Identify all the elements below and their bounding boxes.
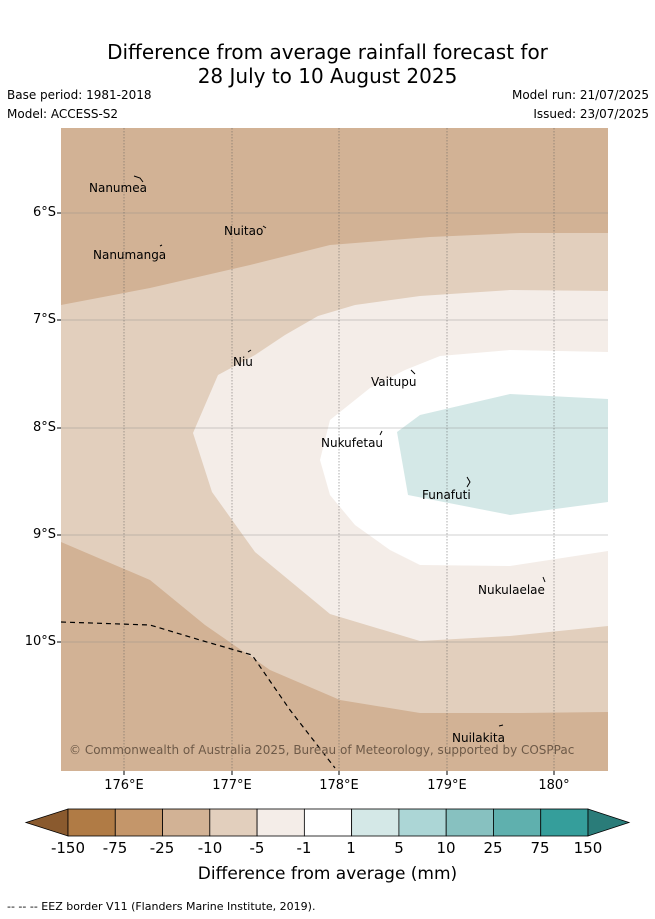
model-run-label: Model run: 21/07/2025 bbox=[511, 88, 649, 102]
title-line-2: 28 July to 10 August 2025 bbox=[197, 64, 458, 88]
title-line-1: Difference from average rainfall forecas… bbox=[107, 40, 548, 64]
colorbar-swatch bbox=[67, 808, 116, 837]
lat-label-6s: 6°S bbox=[32, 205, 56, 220]
colorbar-tick: 5 bbox=[394, 839, 404, 857]
place-label: Funafuti bbox=[422, 488, 471, 502]
lat-label-7s: 7°S bbox=[32, 312, 56, 327]
colorbar-tick: -10 bbox=[197, 839, 223, 857]
lat-label-9s: 9°S bbox=[32, 527, 56, 542]
model-label: Model: ACCESS-S2 bbox=[7, 107, 119, 121]
colorbar-tick: -5 bbox=[249, 839, 265, 857]
colorbar-swatch bbox=[209, 808, 258, 837]
colorbar-tick: 25 bbox=[483, 839, 503, 857]
colorbar-swatch bbox=[398, 808, 447, 837]
gridlines bbox=[61, 128, 608, 771]
colorbar-swatch bbox=[351, 808, 400, 837]
colorbar-tick: 1 bbox=[346, 839, 356, 857]
place-label: Nanumanga bbox=[93, 248, 166, 262]
colorbar-tick: 75 bbox=[530, 839, 550, 857]
eez-border bbox=[61, 621, 336, 769]
lon-label-180: 180° bbox=[538, 778, 570, 793]
colorbar-swatch bbox=[162, 808, 211, 837]
base-period-label: Base period: 1981-2018 bbox=[7, 88, 152, 102]
colorbar-tick: 10 bbox=[436, 839, 456, 857]
colorbar-swatch bbox=[493, 808, 542, 837]
lat-label-10s: 10°S bbox=[24, 634, 56, 649]
place-label: Nukufetau bbox=[321, 436, 383, 450]
chart-title: Difference from average rainfall forecas… bbox=[0, 40, 655, 88]
place-label: Vaitupu bbox=[371, 375, 417, 389]
colorbar-tick: 150 bbox=[573, 839, 603, 857]
colorbar-swatch bbox=[540, 808, 589, 837]
place-label: Nuilakita bbox=[452, 731, 505, 745]
lon-label-179e: 179°E bbox=[427, 778, 467, 793]
place-label: Niu bbox=[233, 355, 253, 369]
issued-label: Issued: 23/07/2025 bbox=[533, 107, 649, 121]
colorbar bbox=[24, 808, 631, 837]
colorbar-tick: -25 bbox=[149, 839, 175, 857]
colorbar-swatch bbox=[256, 808, 305, 837]
colorbar-swatch bbox=[114, 808, 163, 837]
colorbar-extend-high bbox=[587, 808, 631, 837]
lat-label-8s: 8°S bbox=[32, 420, 56, 435]
copyright-notice: © Commonwealth of Australia 2025, Bureau… bbox=[69, 743, 574, 757]
place-label: Nanumea bbox=[89, 181, 147, 195]
lon-label-178e: 178°E bbox=[319, 778, 359, 793]
colorbar-tick: -1 bbox=[296, 839, 312, 857]
lon-label-177e: 177°E bbox=[212, 778, 252, 793]
lon-label-176e: 176°E bbox=[104, 778, 144, 793]
colorbar-swatch bbox=[445, 808, 494, 837]
place-label: Nukulaelae bbox=[478, 583, 545, 597]
legend-footer: -- -- -- EEZ border V11 (Flanders Marine… bbox=[7, 900, 316, 913]
islands bbox=[133, 175, 546, 727]
place-labels: Nanumea Nuitao Nanumanga Niu Vaitupu Nuk… bbox=[89, 181, 545, 745]
colorbar-swatch bbox=[303, 808, 353, 837]
place-label: Nuitao bbox=[224, 224, 263, 238]
band-1-to-5 bbox=[397, 394, 608, 515]
colorbar-title: Difference from average (mm) bbox=[197, 864, 458, 884]
axis-ticks bbox=[57, 212, 555, 775]
colorbar-tick: -75 bbox=[102, 839, 128, 857]
colorbar-extend-low bbox=[24, 808, 69, 837]
colorbar-tick: -150 bbox=[50, 839, 86, 857]
